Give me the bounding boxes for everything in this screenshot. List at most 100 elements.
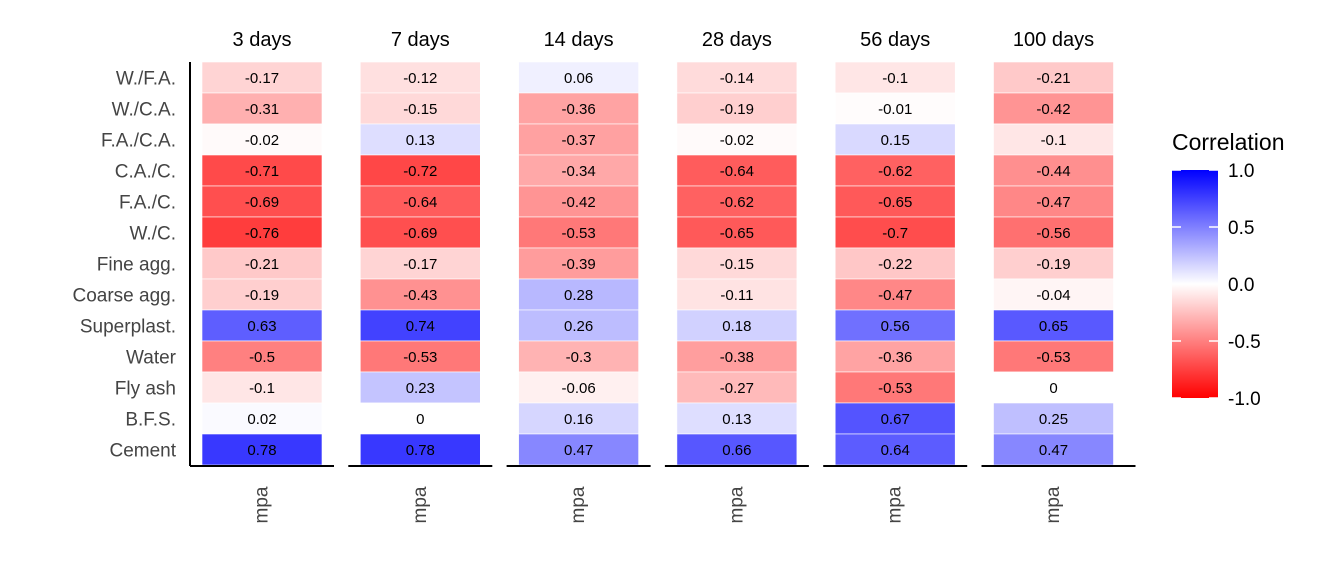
panel-title: 7 days xyxy=(391,29,450,51)
heatmap-cell xyxy=(834,278,956,311)
heatmap-cell xyxy=(201,123,323,156)
cell-value-label: -0.62 xyxy=(720,194,754,211)
heatmap-cell xyxy=(676,340,798,373)
panel-title: 14 days xyxy=(544,29,614,51)
panel: 7 days -0.12 -0.15 0.13 -0.72 -0.64 -0.69 -0.17… xyxy=(348,29,493,523)
cell-value-label: -0.53 xyxy=(878,380,912,397)
cell-value-label: 0.06 xyxy=(564,70,593,87)
cell-value-label: 0.13 xyxy=(722,411,751,428)
cell-value-label: 0.16 xyxy=(564,411,593,428)
cell-value-label: -0.19 xyxy=(1036,256,1070,273)
legend-tick-label: 0.0 xyxy=(1228,275,1254,296)
heatmap-cell xyxy=(834,247,956,280)
heatmap-cell xyxy=(359,402,481,435)
heatmap-cell xyxy=(676,185,798,218)
cell-value-label: -0.19 xyxy=(245,287,279,304)
cell-value-label: -0.11 xyxy=(720,287,753,304)
heatmap-cell xyxy=(993,154,1114,187)
heatmap-cell xyxy=(518,278,639,311)
heatmap-cell xyxy=(993,61,1114,94)
panel-title: 56 days xyxy=(860,29,930,51)
heatmap-cell xyxy=(201,340,323,373)
heatmap-cell xyxy=(518,247,639,280)
cell-value-label: -0.34 xyxy=(561,163,595,180)
panel-title: 3 days xyxy=(233,29,292,51)
cell-value-label: 0.56 xyxy=(881,318,910,335)
heatmap-cell xyxy=(359,216,481,249)
cell-value-label: 0.23 xyxy=(406,380,435,397)
heatmap-cell xyxy=(834,61,956,94)
cell-value-label: -0.56 xyxy=(1036,225,1070,242)
cell-value-label: 0.78 xyxy=(406,442,435,459)
heatmap-cell xyxy=(518,402,639,435)
row-label: F.A./C. xyxy=(119,193,176,214)
cell-value-label: 0.13 xyxy=(406,132,435,149)
cell-value-label: -0.01 xyxy=(878,101,912,118)
cell-value-label: -0.36 xyxy=(878,349,912,366)
row-label: Fine agg. xyxy=(97,255,176,276)
heatmap-cell xyxy=(676,371,798,404)
legend-tick-label: 0.5 xyxy=(1228,218,1254,239)
cell-value-label: -0.31 xyxy=(245,101,279,118)
heatmap-cell xyxy=(676,309,798,342)
heatmap-cell xyxy=(676,433,798,466)
heatmap-cell xyxy=(676,92,798,125)
cell-value-label: -0.38 xyxy=(720,349,754,366)
cell-value-label: -0.69 xyxy=(245,194,279,211)
legend-title: Correlation xyxy=(1172,129,1285,155)
cell-value-label: -0.76 xyxy=(245,225,279,242)
heatmap-cell xyxy=(993,92,1114,125)
cell-value-label: -0.19 xyxy=(720,101,754,118)
heatmap-cell xyxy=(359,309,481,342)
cell-value-label: -0.62 xyxy=(878,163,912,180)
x-tick-label: mpa xyxy=(568,486,589,523)
cell-value-label: 0.64 xyxy=(881,442,910,459)
cell-value-label: 0.65 xyxy=(1039,318,1068,335)
cell-value-label: 0.66 xyxy=(722,442,751,459)
cell-value-label: -0.44 xyxy=(1036,163,1070,180)
legend: Correlation 1.0 0.5 0.0 -0.5 -1.0 xyxy=(1172,129,1285,410)
cell-value-label: 0.74 xyxy=(406,318,435,335)
cell-value-label: -0.5 xyxy=(249,349,275,366)
cell-value-label: 0.67 xyxy=(881,411,910,428)
heatmap-cell xyxy=(834,402,956,435)
row-label: Superplast. xyxy=(80,317,176,338)
heatmap-cell xyxy=(676,61,798,94)
heatmap-cell xyxy=(201,216,323,249)
legend-ticks: 1.0 0.5 0.0 -0.5 -1.0 xyxy=(1172,161,1261,410)
heatmap-cell xyxy=(201,278,323,311)
cell-value-label: -0.22 xyxy=(878,256,912,273)
cell-value-label: 0.18 xyxy=(722,318,751,335)
row-label: W./F.A. xyxy=(116,69,176,90)
cell-value-label: 0 xyxy=(416,411,424,428)
cell-value-label: -0.65 xyxy=(720,225,754,242)
cell-value-label: -0.72 xyxy=(403,163,437,180)
heatmap-cell xyxy=(518,371,639,404)
cell-value-label: -0.1 xyxy=(1041,132,1067,149)
heatmap-cell xyxy=(834,433,956,466)
heatmap-cell xyxy=(359,371,481,404)
heatmap-cell xyxy=(993,278,1114,311)
cell-value-label: 0.25 xyxy=(1039,411,1068,428)
panel: 100 days -0.21 -0.42 -0.1 -0.44 -0.47 -0.56 -0.… xyxy=(981,29,1136,523)
cell-value-label: -0.53 xyxy=(1036,349,1070,366)
row-label: Cement xyxy=(109,441,176,462)
row-labels: W./F.A. W./C.A. F.A./C.A. C.A./C. F.A./C. W./… xyxy=(72,69,176,462)
cell-value-label: -0.64 xyxy=(720,163,754,180)
heatmap-cell xyxy=(676,123,798,156)
heatmap-cell xyxy=(834,371,956,404)
heatmap-cell xyxy=(518,61,639,94)
heatmap-cell xyxy=(834,216,956,249)
cell-value-label: 0.47 xyxy=(564,442,593,459)
cell-value-label: 0.02 xyxy=(247,411,276,428)
cell-value-label: -0.65 xyxy=(878,194,912,211)
row-label: B.F.S. xyxy=(125,410,176,431)
cell-value-label: -0.53 xyxy=(403,349,437,366)
cell-value-label: -0.42 xyxy=(1036,101,1070,118)
cell-value-label: -0.36 xyxy=(561,101,595,118)
cell-value-label: -0.71 xyxy=(245,163,279,180)
heatmap-panels: 3 days -0.17 -0.31 -0.02 -0.71 -0.69 -0.76 -0.2… xyxy=(190,29,1136,523)
heatmap-cell xyxy=(834,154,956,187)
heatmap-cell xyxy=(676,278,798,311)
heatmap-cell xyxy=(676,247,798,280)
